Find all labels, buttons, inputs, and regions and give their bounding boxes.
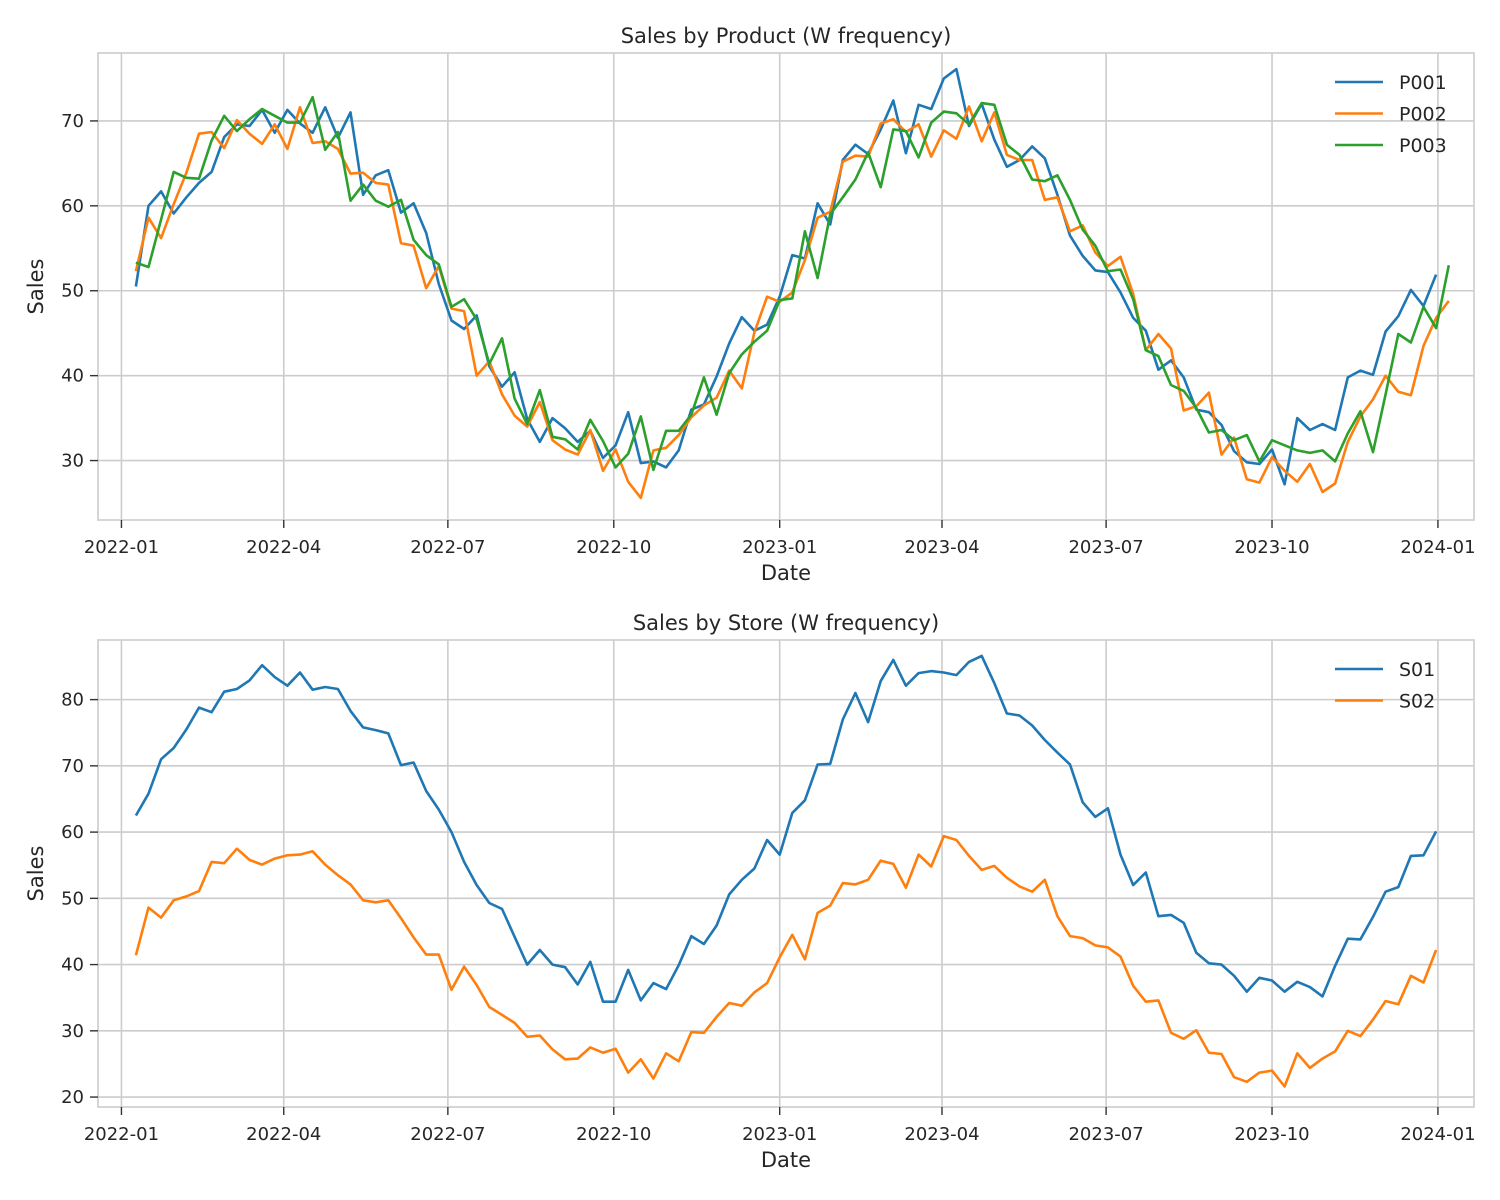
x-axis-label: Date bbox=[761, 1148, 811, 1172]
y-tick-label: 70 bbox=[61, 111, 84, 132]
y-tick-label: 80 bbox=[61, 690, 84, 711]
x-tick-label: 2023-04 bbox=[904, 1124, 979, 1145]
plot-area bbox=[98, 53, 1474, 520]
series-line-s01 bbox=[134, 654, 1438, 1004]
legend-label: P001 bbox=[1399, 72, 1447, 94]
y-axis-label: Sales bbox=[24, 259, 48, 315]
x-tick-label: 2023-10 bbox=[1234, 1124, 1309, 1145]
x-tick-label: 2022-01 bbox=[84, 537, 159, 558]
x-tick-label: 2022-01 bbox=[84, 1124, 159, 1145]
y-tick-label: 60 bbox=[61, 196, 84, 217]
y-tick-label: 40 bbox=[61, 366, 84, 387]
x-axis-label: Date bbox=[761, 561, 811, 585]
y-tick-label: 70 bbox=[61, 756, 84, 777]
x-tick-label: 2022-04 bbox=[246, 537, 321, 558]
y-tick-label: 30 bbox=[61, 1021, 84, 1042]
y-axis-label: Sales bbox=[24, 846, 48, 902]
x-tick-label: 2022-07 bbox=[410, 1124, 485, 1145]
series-line-p003 bbox=[135, 95, 1451, 472]
y-tick-label: 60 bbox=[61, 822, 84, 843]
x-tick-label: 2023-10 bbox=[1234, 537, 1309, 558]
series-line-p001 bbox=[134, 67, 1438, 486]
x-tick-label: 2024-01 bbox=[1400, 1124, 1475, 1145]
x-tick-label: 2022-10 bbox=[576, 537, 651, 558]
axis-ticks: 2022-01 2022-04 2022-07 2022-10 2023-01 2023-… bbox=[61, 111, 1475, 558]
y-tick-label: 50 bbox=[61, 888, 84, 909]
legend: P001 P002 P003 bbox=[1335, 72, 1447, 157]
x-tick-label: 2024-01 bbox=[1400, 537, 1475, 558]
series-lines bbox=[134, 654, 1438, 1088]
plot-area bbox=[98, 640, 1474, 1107]
x-tick-label: 2022-10 bbox=[576, 1124, 651, 1145]
plot-frame bbox=[97, 639, 1475, 1108]
legend-label: S01 bbox=[1399, 659, 1435, 681]
y-tick-label: 40 bbox=[61, 955, 84, 976]
x-tick-label: 2022-04 bbox=[246, 1124, 321, 1145]
axis-ticks: 2022-01 2022-04 2022-07 2022-10 2023-01 2023-… bbox=[61, 690, 1475, 1145]
x-tick-label: 2023-07 bbox=[1068, 537, 1143, 558]
series-line-s02 bbox=[134, 834, 1438, 1088]
y-tick-label: 30 bbox=[61, 451, 84, 472]
x-tick-label: 2022-07 bbox=[410, 537, 485, 558]
y-tick-label: 50 bbox=[61, 281, 84, 302]
x-tick-label: 2023-07 bbox=[1068, 1124, 1143, 1145]
chart-title: Sales by Store (W frequency) bbox=[633, 611, 939, 635]
y-tick-label: 20 bbox=[61, 1087, 84, 1108]
plot-frame bbox=[97, 52, 1475, 521]
store-sales-chart: 2022-01 2022-04 2022-07 2022-10 2023-01 2023-… bbox=[24, 611, 1476, 1172]
legend-label: P002 bbox=[1399, 104, 1447, 126]
x-tick-label: 2023-04 bbox=[904, 537, 979, 558]
series-lines bbox=[134, 67, 1451, 500]
legend-label: S02 bbox=[1399, 691, 1435, 713]
x-tick-label: 2023-01 bbox=[742, 537, 817, 558]
gridlines bbox=[98, 640, 1474, 1107]
product-sales-chart: 2022-01 2022-04 2022-07 2022-10 2023-01 2023-… bbox=[24, 24, 1476, 585]
legend-label: P003 bbox=[1399, 135, 1447, 157]
x-tick-label: 2023-01 bbox=[742, 1124, 817, 1145]
chart-title: Sales by Product (W frequency) bbox=[621, 24, 952, 48]
